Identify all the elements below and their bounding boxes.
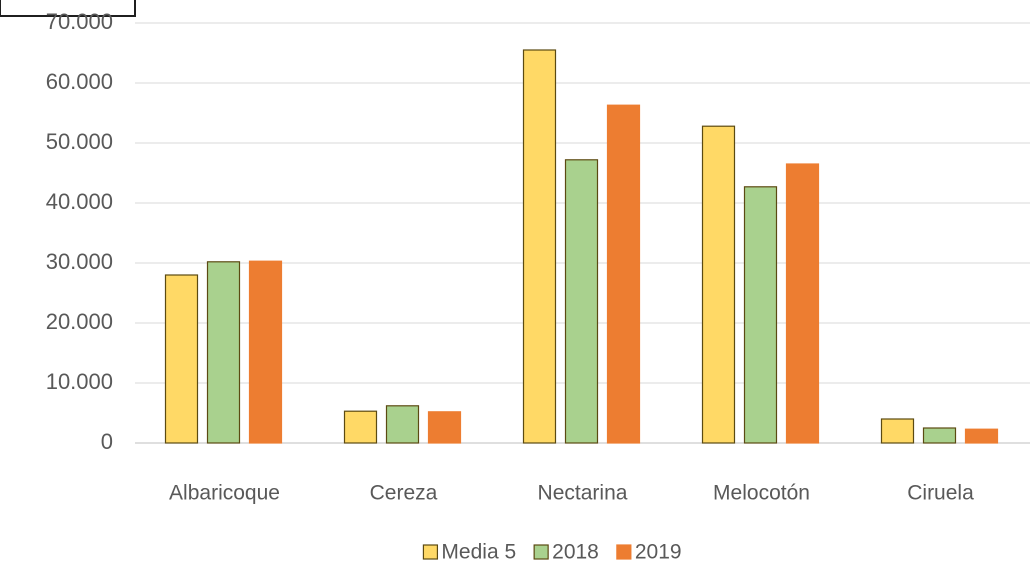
legend-swatch [533,544,549,560]
x-tick-label: Melocotón [713,482,810,505]
bar [964,428,999,444]
bar [701,125,736,444]
legend-swatch [422,544,439,560]
bar [880,418,915,444]
bar [606,104,641,444]
bar [343,410,378,444]
y-tick-label: 20.000 [46,309,113,334]
x-tick-label: Cereza [370,482,438,505]
bar [206,261,241,444]
y-tick-label: 70.000 [46,9,113,34]
bar [522,49,557,444]
bar [922,427,957,444]
x-tick-label: Albaricoque [169,482,280,505]
y-tick-label: 30.000 [46,249,113,274]
legend-label: 2019 [635,541,682,564]
bar [164,274,199,444]
y-tick-label: 50.000 [46,129,113,154]
bar [785,163,820,444]
bar [385,405,420,444]
x-tick-label: Ciruela [907,482,974,505]
y-tick-label: 10.000 [46,369,113,394]
legend-label: 2018 [552,541,599,564]
bar [564,159,599,444]
y-tick-label: 40.000 [46,189,113,214]
bar [248,260,283,444]
y-tick-label: 0 [101,429,113,454]
corner-box [0,0,136,17]
bar [427,411,462,444]
bar [743,186,778,444]
legend-swatch [616,544,632,560]
x-tick-label: Nectarina [538,482,628,505]
legend-label: Media 5 [441,541,516,564]
y-tick-label: 60.000 [46,69,113,94]
